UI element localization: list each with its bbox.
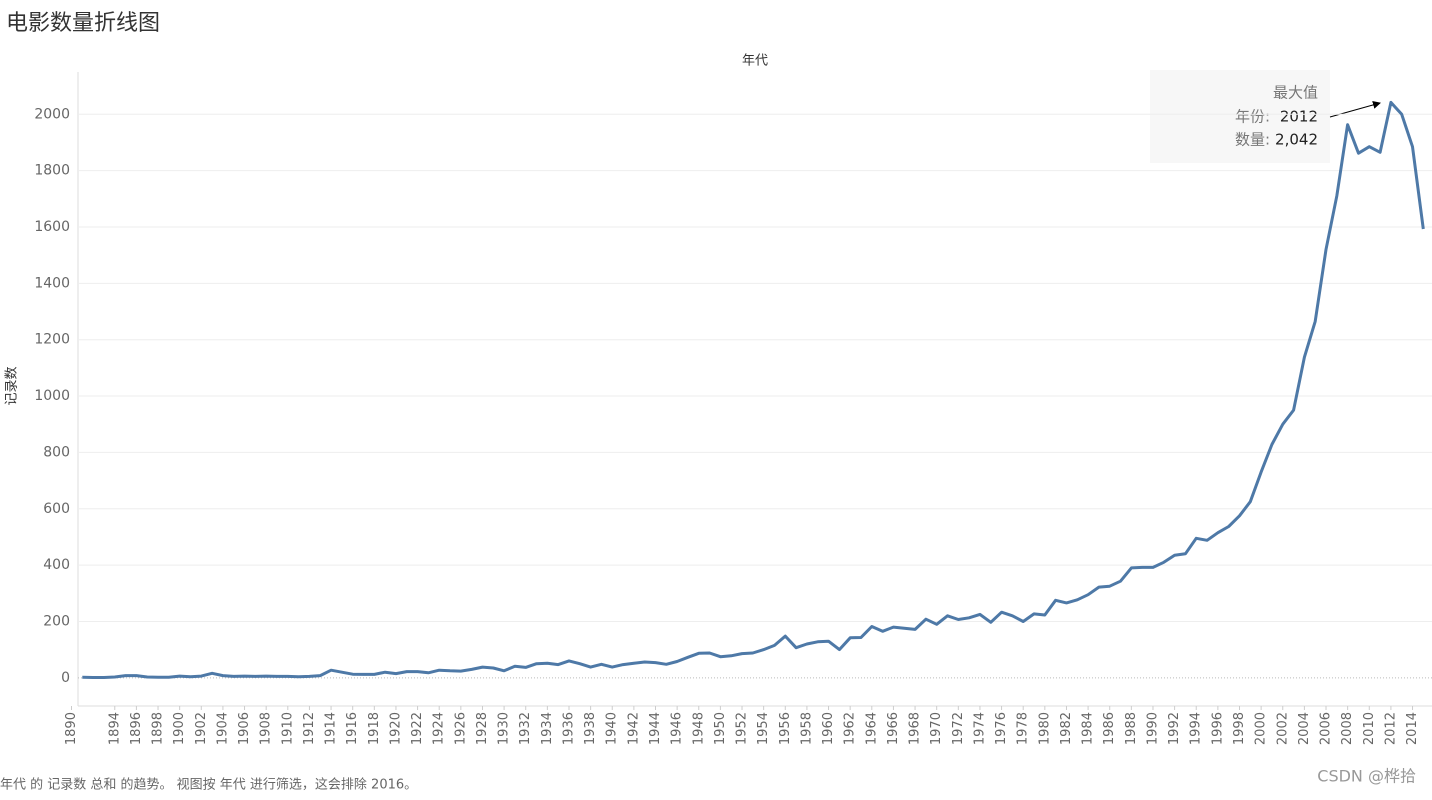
x-tick-label: 1918 [367, 712, 382, 745]
x-tick-label: 1926 [453, 712, 468, 745]
x-tick-label: 2006 [1319, 712, 1334, 745]
y-tick-label: 1600 [34, 219, 70, 235]
footnote: 年代 的 记录数 总和 的趋势。 视图按 年代 进行筛选，这会排除 2016。 [0, 777, 417, 793]
y-tick-label: 1000 [34, 388, 70, 404]
x-tick-label: 1974 [972, 712, 987, 745]
x-tick-label: 1928 [475, 712, 490, 745]
x-tick-label: 1960 [821, 712, 836, 745]
x-tick-label: 2014 [1405, 712, 1420, 745]
y-tick-label: 800 [43, 444, 70, 460]
annotation-box [1150, 70, 1330, 163]
x-tick-label: 1988 [1124, 712, 1139, 745]
x-tick-label: 1944 [648, 712, 663, 745]
y-tick-label: 1400 [34, 275, 70, 291]
x-tick-label: 1932 [518, 712, 533, 745]
x-tick-label: 1964 [864, 712, 879, 745]
x-tick-label: 1998 [1232, 712, 1247, 745]
x-tick-label: 1990 [1145, 712, 1160, 745]
x-tick-label: 1914 [324, 712, 339, 745]
x-tick-label: 1894 [107, 712, 122, 745]
x-tick-label: 1996 [1210, 712, 1225, 745]
x-axis-title: 年代 [742, 54, 768, 69]
y-tick-label: 2000 [34, 106, 70, 122]
x-tick-label: 1942 [626, 712, 641, 745]
annotation-label: 年份: [1235, 108, 1270, 126]
x-tick-label: 1982 [1059, 712, 1074, 745]
x-tick-label: 2002 [1275, 712, 1290, 745]
x-tick-label: 1920 [388, 712, 403, 745]
x-tick-label: 1934 [540, 712, 555, 745]
x-tick-label: 1966 [886, 712, 901, 745]
x-tick-label: 1930 [497, 712, 512, 745]
x-tick-label: 1948 [691, 712, 706, 745]
y-tick-label: 200 [43, 613, 70, 629]
y-tick-label: 1800 [34, 163, 70, 179]
y-tick-label: 1200 [34, 332, 70, 348]
x-tick-label: 1902 [194, 712, 209, 745]
y-axis-title: 记录数 [5, 366, 20, 405]
x-tick-label: 2012 [1383, 712, 1398, 745]
x-tick-label: 1984 [1081, 712, 1096, 745]
x-tick-label: 1992 [1167, 712, 1182, 745]
x-tick-label: 1956 [778, 712, 793, 745]
x-tick-label: 1978 [1016, 712, 1031, 745]
x-tick-label: 1954 [756, 712, 771, 745]
x-tick-label: 1970 [929, 712, 944, 745]
annotation-value: 2,042 [1275, 131, 1318, 149]
y-tick-label: 600 [43, 501, 70, 517]
x-tick-label: 1900 [172, 712, 187, 745]
annotation-label: 数量: [1235, 131, 1270, 149]
x-tick-label: 1958 [799, 712, 814, 745]
x-tick-label: 1938 [583, 712, 598, 745]
watermark: CSDN @桦拾 [1317, 767, 1416, 786]
x-tick-label: 1972 [951, 712, 966, 745]
x-tick-label: 1908 [259, 712, 274, 745]
x-tick-label: 1936 [561, 712, 576, 745]
chart-title: 电影数量折线图 [6, 11, 160, 36]
x-tick-label: 2008 [1340, 712, 1355, 745]
x-tick-label: 1924 [432, 712, 447, 745]
x-tick-label: 1922 [410, 712, 425, 745]
x-tick-label: 1980 [1037, 712, 1052, 745]
x-tick-label: 2000 [1254, 712, 1269, 745]
x-tick-label: 1906 [237, 712, 252, 745]
x-tick-label: 2010 [1362, 712, 1377, 745]
y-tick-label: 0 [61, 670, 70, 686]
x-tick-label: 1962 [843, 712, 858, 745]
annotation-arrow [1329, 101, 1381, 118]
x-tick-label: 1904 [215, 712, 230, 745]
x-tick-label: 1968 [908, 712, 923, 745]
x-tick-label: 1986 [1102, 712, 1117, 745]
x-tick-label: 1910 [280, 712, 295, 745]
annotation-title: 最大值 [1273, 84, 1318, 102]
x-tick-label: 1952 [735, 712, 750, 745]
y-tick-label: 400 [43, 557, 70, 573]
x-tick-label: 1898 [151, 712, 166, 745]
x-tick-label: 1890 [64, 712, 79, 745]
x-tick-label: 1912 [302, 712, 317, 745]
data-line [82, 100, 1425, 679]
x-tick-label: 1940 [605, 712, 620, 745]
x-tick-label: 1946 [670, 712, 685, 745]
x-tick-label: 2004 [1297, 712, 1312, 745]
x-tick-label: 1896 [129, 712, 144, 745]
annotation-value: 2012 [1280, 108, 1318, 126]
x-tick-label: 1916 [345, 712, 360, 745]
x-tick-label: 1950 [713, 712, 728, 745]
x-tick-label: 1994 [1189, 712, 1204, 745]
x-tick-label: 1976 [994, 712, 1009, 745]
